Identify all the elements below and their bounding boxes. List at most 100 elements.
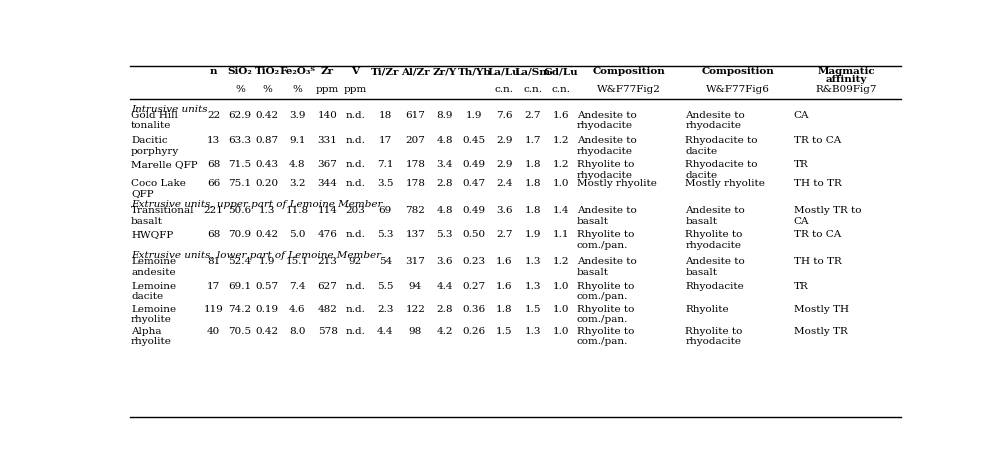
- Text: 70.9: 70.9: [228, 230, 251, 239]
- Text: Dacitic
porphyry: Dacitic porphyry: [131, 136, 179, 156]
- Text: 8.0: 8.0: [289, 326, 306, 335]
- Text: 178: 178: [406, 179, 425, 188]
- Text: 70.5: 70.5: [228, 326, 251, 335]
- Text: 1.8: 1.8: [525, 160, 541, 169]
- Text: 1.9: 1.9: [525, 230, 541, 239]
- Text: 5.3: 5.3: [377, 230, 394, 239]
- Text: SiO₂: SiO₂: [227, 67, 252, 76]
- Text: TR to CA: TR to CA: [794, 136, 841, 145]
- Text: 1.4: 1.4: [553, 206, 570, 215]
- Text: 119: 119: [204, 305, 223, 314]
- Text: 221: 221: [204, 206, 223, 215]
- Text: 4.2: 4.2: [436, 326, 453, 335]
- Text: Rhyodacite to
dacite: Rhyodacite to dacite: [685, 136, 758, 156]
- Text: 1.7: 1.7: [525, 136, 541, 145]
- Text: 4.8: 4.8: [436, 206, 453, 215]
- Text: Intrusive units: Intrusive units: [131, 105, 208, 114]
- Text: 8.9: 8.9: [436, 111, 453, 120]
- Text: Rhyodacite to
dacite: Rhyodacite to dacite: [685, 160, 758, 180]
- Text: Mostly TR to
CA: Mostly TR to CA: [794, 206, 861, 226]
- Text: Andesite to
basalt: Andesite to basalt: [577, 206, 636, 226]
- Text: Rhyolite to
rhyodacite: Rhyolite to rhyodacite: [685, 230, 743, 250]
- Text: 0.27: 0.27: [463, 282, 486, 291]
- Text: 782: 782: [406, 206, 425, 215]
- Text: R&B09Fig7: R&B09Fig7: [816, 86, 877, 95]
- Text: 18: 18: [379, 111, 392, 120]
- Text: 344: 344: [318, 179, 338, 188]
- Text: 1.3: 1.3: [259, 206, 275, 215]
- Text: 1.1: 1.1: [553, 230, 570, 239]
- Text: Mostly rhyolite: Mostly rhyolite: [577, 179, 656, 188]
- Text: 0.57: 0.57: [255, 282, 278, 291]
- Text: ppm: ppm: [344, 86, 367, 95]
- Text: 68: 68: [207, 160, 220, 169]
- Text: 2.4: 2.4: [495, 179, 513, 188]
- Text: 1.0: 1.0: [553, 179, 570, 188]
- Text: n.d.: n.d.: [346, 282, 366, 291]
- Text: Alpha
rhyolite: Alpha rhyolite: [131, 326, 172, 346]
- Text: 0.49: 0.49: [463, 206, 486, 215]
- Text: 1.6: 1.6: [495, 282, 513, 291]
- Text: Transitional
basalt: Transitional basalt: [131, 206, 195, 226]
- Text: Extrusive units, upper part of Lemoine Member: Extrusive units, upper part of Lemoine M…: [131, 200, 383, 209]
- Text: 11.8: 11.8: [285, 206, 309, 215]
- Text: Mostly rhyolite: Mostly rhyolite: [685, 179, 765, 188]
- Text: 1.6: 1.6: [495, 257, 513, 266]
- Text: 4.4: 4.4: [436, 282, 453, 291]
- Text: 617: 617: [406, 111, 425, 120]
- Text: Fe₂O₃ᵀ: Fe₂O₃ᵀ: [279, 67, 316, 76]
- Text: n.d.: n.d.: [346, 230, 366, 239]
- Text: 140: 140: [318, 111, 338, 120]
- Text: 1.0: 1.0: [553, 305, 570, 314]
- Text: 50.6: 50.6: [228, 206, 251, 215]
- Text: 1.5: 1.5: [495, 326, 513, 335]
- Text: TH to TR: TH to TR: [794, 179, 841, 188]
- Text: 1.5: 1.5: [525, 305, 541, 314]
- Text: Marelle QFP: Marelle QFP: [131, 160, 198, 169]
- Text: La/Sm: La/Sm: [515, 67, 551, 76]
- Text: 0.19: 0.19: [255, 305, 278, 314]
- Text: 5.5: 5.5: [377, 282, 394, 291]
- Text: 68: 68: [207, 230, 220, 239]
- Text: 4.6: 4.6: [289, 305, 306, 314]
- Text: 81: 81: [207, 257, 220, 266]
- Text: 0.36: 0.36: [463, 305, 486, 314]
- Text: 3.2: 3.2: [289, 179, 306, 188]
- Text: 0.50: 0.50: [463, 230, 486, 239]
- Text: 1.8: 1.8: [525, 179, 541, 188]
- Text: 1.8: 1.8: [495, 305, 513, 314]
- Text: 0.42: 0.42: [255, 111, 278, 120]
- Text: CA: CA: [794, 111, 809, 120]
- Text: 0.20: 0.20: [255, 179, 278, 188]
- Text: 94: 94: [409, 282, 422, 291]
- Text: 1.8: 1.8: [525, 206, 541, 215]
- Text: Andesite to
rhyodacite: Andesite to rhyodacite: [577, 136, 636, 156]
- Text: c.n.: c.n.: [524, 86, 543, 95]
- Text: 7.6: 7.6: [495, 111, 513, 120]
- Text: 9.1: 9.1: [289, 136, 306, 145]
- Text: 74.2: 74.2: [228, 305, 251, 314]
- Text: 7.4: 7.4: [289, 282, 306, 291]
- Text: Ti/Zr: Ti/Zr: [371, 67, 400, 76]
- Text: TR: TR: [794, 282, 808, 291]
- Text: 40: 40: [207, 326, 220, 335]
- Text: 367: 367: [318, 160, 338, 169]
- Text: Coco Lake
QFP: Coco Lake QFP: [131, 179, 186, 198]
- Text: Rhyolite: Rhyolite: [685, 305, 729, 314]
- Text: n: n: [210, 67, 217, 76]
- Text: Andesite to
basalt: Andesite to basalt: [685, 206, 745, 226]
- Text: Magmatic: Magmatic: [817, 67, 875, 76]
- Text: 3.6: 3.6: [436, 257, 453, 266]
- Text: %: %: [292, 86, 303, 95]
- Text: Andesite to
rhyodacite: Andesite to rhyodacite: [577, 111, 636, 130]
- Text: 1.2: 1.2: [553, 136, 570, 145]
- Text: Rhyodacite: Rhyodacite: [685, 282, 744, 291]
- Text: La/Lu: La/Lu: [487, 67, 521, 76]
- Text: Extrusive units, lower part of Lemoine Member: Extrusive units, lower part of Lemoine M…: [131, 251, 381, 260]
- Text: Th/Yb: Th/Yb: [457, 67, 491, 76]
- Text: 2.9: 2.9: [495, 160, 513, 169]
- Text: n.d.: n.d.: [346, 326, 366, 335]
- Text: 0.42: 0.42: [255, 230, 278, 239]
- Text: 2.8: 2.8: [436, 305, 453, 314]
- Text: 1.3: 1.3: [525, 282, 541, 291]
